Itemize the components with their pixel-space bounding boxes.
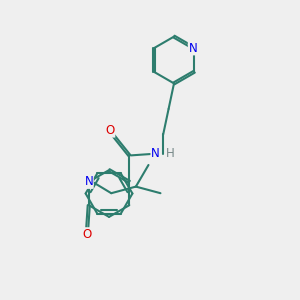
Text: N: N	[84, 175, 93, 188]
Text: N: N	[188, 42, 197, 55]
Text: N: N	[151, 147, 160, 161]
Text: O: O	[82, 228, 92, 241]
Text: O: O	[106, 124, 115, 137]
Text: H: H	[166, 147, 175, 161]
